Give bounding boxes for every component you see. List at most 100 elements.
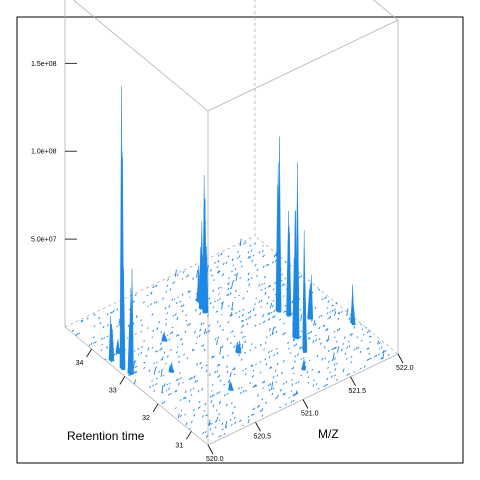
noise-point (132, 322, 135, 325)
noise-point (269, 366, 272, 370)
noise-point (242, 297, 245, 300)
noise-point (306, 370, 309, 374)
noise-point (318, 316, 321, 319)
noise-point (239, 277, 242, 280)
noise-point (244, 341, 246, 343)
noise-point (169, 332, 172, 335)
noise-point (369, 330, 371, 333)
noise-point (109, 311, 112, 314)
noise-point (350, 361, 353, 364)
noise-point (299, 346, 302, 350)
noise-point (222, 273, 225, 277)
noise-point (151, 346, 154, 349)
noise-point (169, 348, 172, 351)
noise-point (342, 342, 345, 346)
noise-point (211, 274, 213, 277)
noise-point (314, 306, 317, 309)
noise-point (193, 408, 195, 412)
noise-point (229, 342, 232, 345)
noise-point (197, 389, 200, 393)
noise-point (134, 370, 137, 374)
noise-point (348, 317, 351, 321)
noise-point (180, 409, 183, 412)
y-tick-label: 33 (109, 387, 117, 394)
peak-spike (203, 198, 207, 313)
noise-point (202, 322, 205, 325)
noise-point (198, 334, 201, 338)
noise-point (232, 264, 235, 267)
noise-point (187, 274, 190, 277)
noise-point (318, 326, 321, 330)
noise-point (171, 326, 174, 329)
noise-point (153, 362, 156, 365)
noise-point (143, 366, 146, 370)
noise-point (200, 322, 203, 326)
noise-point (335, 340, 338, 343)
noise-point (251, 374, 254, 378)
noise-point (231, 308, 234, 311)
noise-point (161, 297, 164, 300)
noise-point (377, 353, 380, 356)
noise-point (161, 356, 164, 361)
noise-point (175, 351, 178, 354)
noise-point (112, 309, 115, 313)
noise-point (217, 286, 220, 290)
noise-point (185, 314, 188, 317)
noise-point (308, 331, 311, 334)
noise-point (214, 337, 217, 341)
noise-point (273, 310, 276, 313)
noise-point (214, 420, 217, 423)
noise-point (196, 363, 199, 366)
noise-point (234, 273, 236, 277)
noise-point (147, 347, 150, 351)
noise-point (260, 305, 263, 308)
noise-point (231, 258, 234, 261)
noise-point (223, 383, 226, 386)
noise-point (245, 389, 247, 392)
noise-point (333, 347, 336, 350)
noise-point (271, 332, 274, 335)
noise-point (219, 325, 222, 328)
noise-point (212, 279, 215, 282)
x-tick-mark (255, 422, 261, 432)
noise-point (308, 359, 311, 362)
peak-3 (115, 339, 123, 355)
noise-point (202, 344, 205, 347)
noise-point (160, 342, 163, 345)
noise-point (269, 302, 273, 309)
noise-point (236, 272, 238, 276)
noise-point (300, 274, 303, 278)
noise-point (262, 321, 265, 324)
noise-point (220, 302, 223, 305)
noise-point (221, 345, 224, 349)
noise-point (205, 364, 208, 367)
noise-point (361, 328, 364, 331)
noise-point (270, 311, 273, 314)
z-tick-label: 5.0e+07 (31, 237, 57, 244)
noise-point (176, 273, 179, 277)
noise-point (190, 377, 193, 380)
noise-point (175, 301, 178, 305)
noise-point (280, 371, 283, 375)
noise-point (360, 323, 363, 326)
noise-point (134, 293, 137, 297)
noise-point (282, 333, 285, 336)
noise-point (310, 319, 313, 322)
noise-point (357, 346, 360, 349)
noise-point (332, 352, 335, 361)
noise-point (259, 343, 262, 347)
noise-point (258, 300, 261, 304)
noise-point (238, 387, 240, 390)
noise-point (86, 317, 89, 320)
noise-point (216, 320, 219, 323)
noise-point (255, 297, 258, 300)
x-tick-label: 520.5 (254, 433, 272, 440)
noise-point (283, 392, 286, 396)
noise-point (268, 328, 271, 331)
noise-point (223, 432, 226, 435)
noise-point (150, 303, 152, 306)
noise-point (241, 325, 244, 328)
noise-point (271, 392, 274, 396)
noise-point (318, 371, 321, 374)
noise-point (172, 314, 175, 317)
